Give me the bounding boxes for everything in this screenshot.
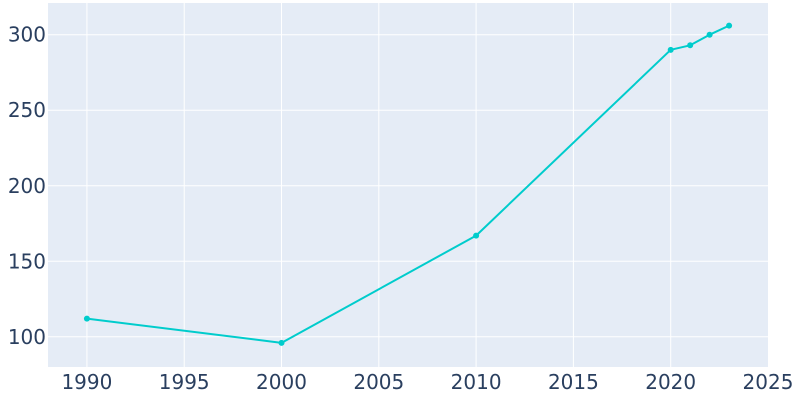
y-axis-tick-labels: 100 150 200 250 300 — [8, 23, 46, 349]
data-point[interactable] — [706, 31, 713, 38]
series-layer — [83, 22, 733, 346]
y-gridlines — [48, 34, 768, 338]
x-tick-label: 2005 — [353, 370, 404, 394]
x-tick-label: 2015 — [548, 370, 599, 394]
data-point[interactable] — [687, 42, 694, 49]
y-tick-label: 150 — [8, 249, 46, 273]
data-point[interactable] — [278, 339, 285, 346]
y-tick-label: 100 — [8, 325, 46, 349]
y-tick-label: 200 — [8, 174, 46, 198]
plot-background — [48, 3, 768, 367]
x-axis-tick-labels: 1990 1995 2000 2005 2010 2015 2020 2025 — [61, 370, 793, 394]
data-point[interactable] — [667, 46, 674, 53]
x-gridlines — [86, 3, 672, 367]
x-tick-label: 2020 — [645, 370, 696, 394]
y-tick-label: 250 — [8, 98, 46, 122]
x-tick-label: 1995 — [159, 370, 210, 394]
x-tick-label: 1990 — [61, 370, 112, 394]
data-point[interactable] — [473, 232, 480, 239]
x-tick-label: 2010 — [451, 370, 502, 394]
data-point[interactable] — [726, 22, 733, 29]
y-tick-label: 300 — [8, 23, 46, 47]
data-point[interactable] — [83, 315, 90, 322]
x-tick-label: 2000 — [256, 370, 307, 394]
x-tick-label: 2025 — [743, 370, 794, 394]
